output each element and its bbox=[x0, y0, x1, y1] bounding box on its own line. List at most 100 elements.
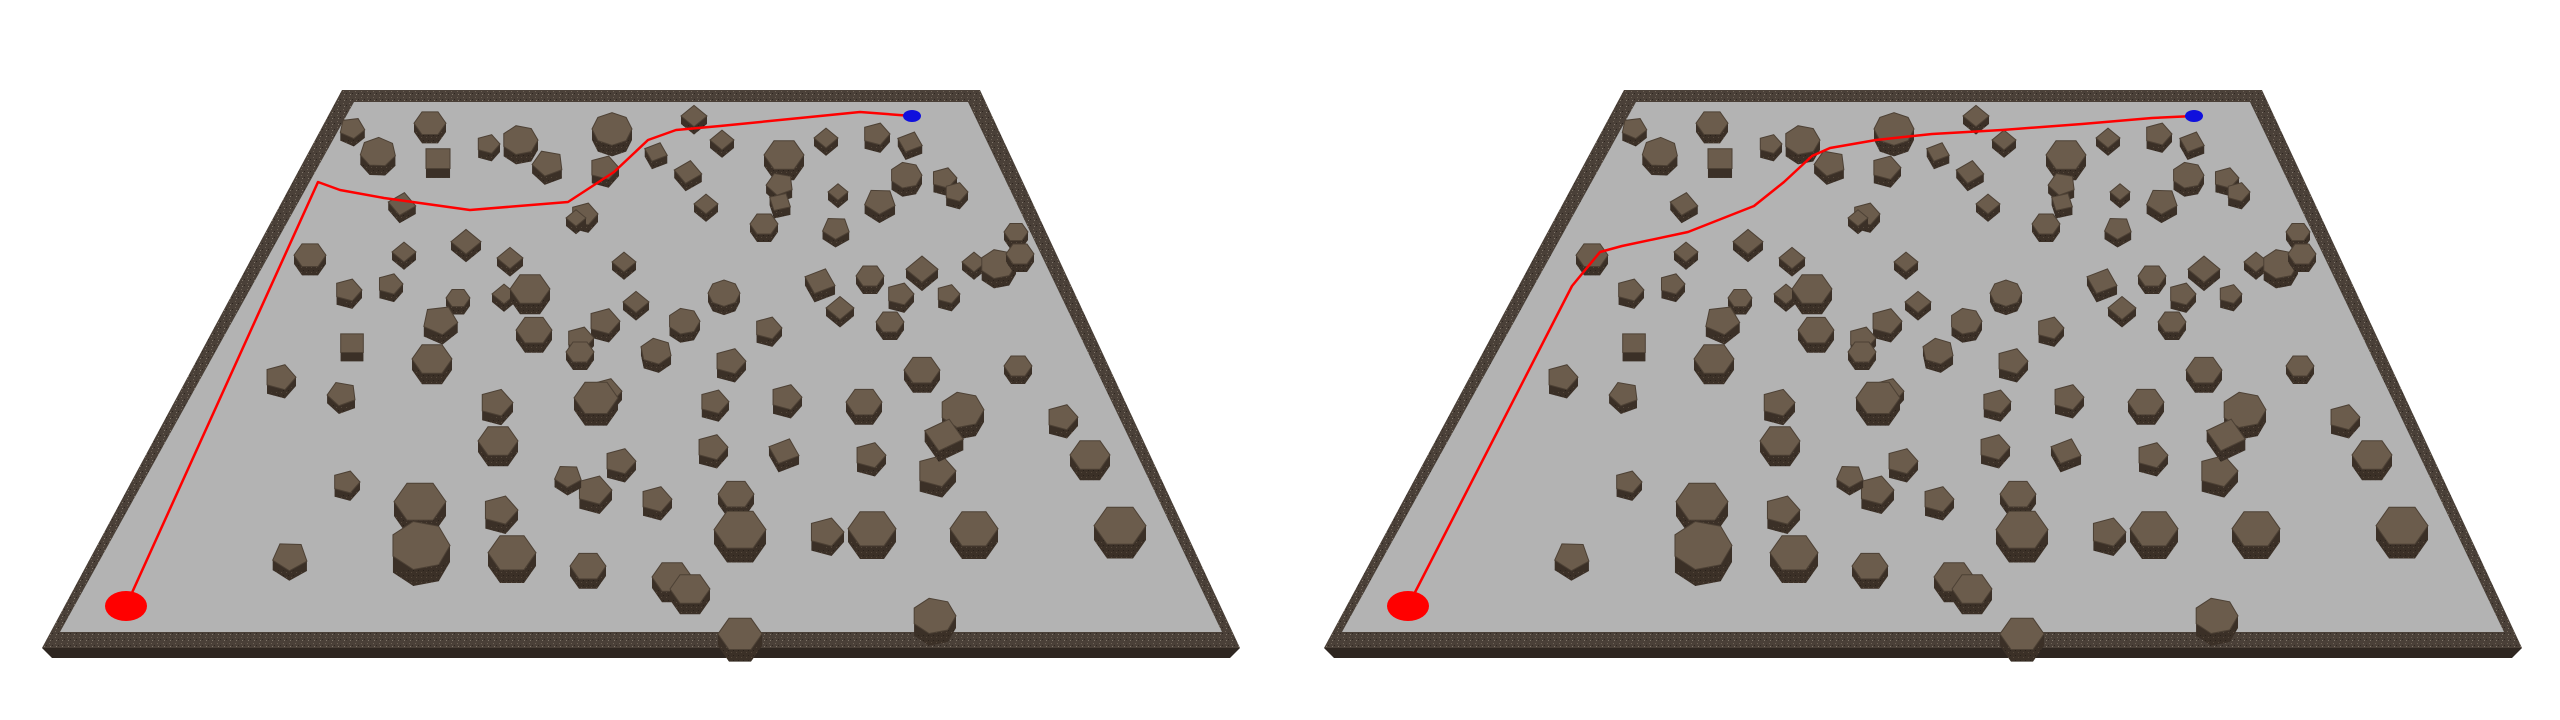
obstacle-top bbox=[768, 438, 800, 465]
obstacle-top bbox=[487, 535, 537, 571]
obstacle-top bbox=[2330, 404, 2361, 431]
obstacle-top bbox=[768, 192, 792, 212]
obstacle-top bbox=[1093, 506, 1147, 545]
obstacle-top bbox=[2285, 222, 2311, 242]
obstacle-top bbox=[701, 389, 730, 415]
obstacle-top bbox=[2145, 189, 2178, 215]
obstacle-top bbox=[2103, 217, 2132, 241]
obstacle-top bbox=[905, 255, 939, 283]
obstacle-top bbox=[1641, 136, 1678, 167]
obstacle-top bbox=[2351, 440, 2393, 470]
obstacle-top bbox=[606, 448, 637, 475]
obstacle-top bbox=[709, 129, 735, 151]
obstacle-top bbox=[2050, 438, 2082, 465]
obstacle-top bbox=[1999, 480, 2037, 508]
obstacle-top bbox=[2243, 251, 2269, 273]
obstacle-top bbox=[481, 388, 514, 417]
obstacle-top bbox=[1975, 193, 2001, 215]
obstacle-top bbox=[810, 517, 845, 547]
obstacle-wall bbox=[425, 168, 451, 178]
obstacle-top bbox=[1778, 246, 1806, 270]
scene-left bbox=[42, 90, 1240, 662]
obstacle-top bbox=[644, 142, 668, 162]
obstacle-top bbox=[393, 482, 447, 521]
obstacle-top bbox=[2146, 122, 2173, 146]
obstacle-top bbox=[1791, 274, 1833, 304]
obstacle-top bbox=[1575, 243, 1609, 268]
obstacle-top bbox=[1962, 104, 1990, 128]
obstacle-top bbox=[611, 251, 637, 273]
obstacle-top bbox=[1872, 308, 1903, 335]
obstacle-top bbox=[293, 243, 327, 268]
obstacle-top bbox=[1888, 448, 1919, 475]
obstacle-top bbox=[450, 228, 482, 255]
obstacle-top bbox=[642, 486, 673, 513]
obstacle-top bbox=[2231, 511, 2281, 547]
obstacle-top bbox=[2031, 213, 2061, 235]
obstacle-top bbox=[888, 282, 915, 306]
obstacle-top bbox=[813, 127, 839, 149]
obstacle-top bbox=[1904, 290, 1932, 314]
obstacle-top bbox=[913, 597, 957, 635]
obstacle-top bbox=[2095, 127, 2121, 149]
obstacle-top bbox=[1785, 125, 1821, 156]
obstacle-top bbox=[713, 510, 767, 549]
obstacle-top bbox=[2107, 295, 2137, 321]
obstacle-top bbox=[845, 388, 883, 416]
planned-path bbox=[124, 110, 913, 607]
obstacle-top bbox=[2092, 517, 2127, 547]
obstacle-top bbox=[565, 209, 587, 227]
obstacle-top bbox=[2047, 172, 2075, 196]
obstacle-top bbox=[1005, 243, 1035, 265]
obstacle-top bbox=[923, 418, 965, 452]
start-marker bbox=[1387, 591, 1429, 621]
obstacle-top bbox=[425, 148, 451, 170]
planned-path bbox=[1406, 114, 2195, 607]
obstacle-top bbox=[2157, 311, 2187, 333]
obstacle-top bbox=[2195, 597, 2239, 635]
obstacle-top bbox=[1855, 381, 1901, 415]
obstacle-top bbox=[961, 251, 987, 273]
obstacle-top bbox=[937, 284, 961, 304]
obstacle-top bbox=[1675, 482, 1729, 521]
obstacle-top bbox=[1727, 288, 1753, 308]
obstacle-top bbox=[2173, 161, 2205, 189]
obstacle-top bbox=[941, 391, 985, 429]
obstacle-top bbox=[891, 161, 923, 189]
obstacle-top bbox=[496, 246, 524, 270]
obstacle-top bbox=[1847, 341, 1877, 363]
obstacle-top bbox=[717, 480, 755, 508]
obstacle-top bbox=[903, 356, 941, 384]
goal-marker bbox=[2185, 110, 2203, 122]
obstacle-top bbox=[1873, 155, 1902, 181]
obstacle-top bbox=[503, 125, 539, 156]
obstacle-top bbox=[949, 511, 999, 547]
obstacle-top bbox=[1003, 222, 1029, 242]
obstacle-top bbox=[717, 617, 763, 651]
obstacle-top bbox=[864, 122, 891, 146]
obstacle-top bbox=[669, 574, 711, 604]
obstacle-top bbox=[1693, 344, 1735, 374]
obstacle-top bbox=[531, 150, 563, 177]
obstacle-top bbox=[673, 160, 703, 184]
obstacle-top bbox=[2127, 388, 2165, 416]
obstacle-top bbox=[590, 308, 621, 335]
obstacle-top bbox=[411, 344, 453, 374]
obstacle-top bbox=[1813, 150, 1845, 177]
obstacle-top bbox=[897, 131, 923, 153]
obstacle-top bbox=[1951, 574, 1993, 604]
obstacle-top bbox=[2054, 384, 2085, 411]
obstacle-top bbox=[1069, 440, 1111, 470]
obstacle-top bbox=[804, 268, 836, 295]
obstacle-top bbox=[707, 279, 741, 307]
obstacle-top bbox=[1674, 520, 1733, 571]
obstacle-top bbox=[1924, 486, 1955, 513]
obstacle-top bbox=[553, 465, 582, 489]
obstacle-top bbox=[756, 316, 783, 340]
obstacle-top bbox=[1983, 389, 2012, 415]
obstacle-top bbox=[716, 348, 747, 375]
obstacle-top bbox=[1618, 278, 1645, 302]
obstacle-wall bbox=[340, 352, 364, 362]
obstacles bbox=[1548, 104, 2429, 662]
